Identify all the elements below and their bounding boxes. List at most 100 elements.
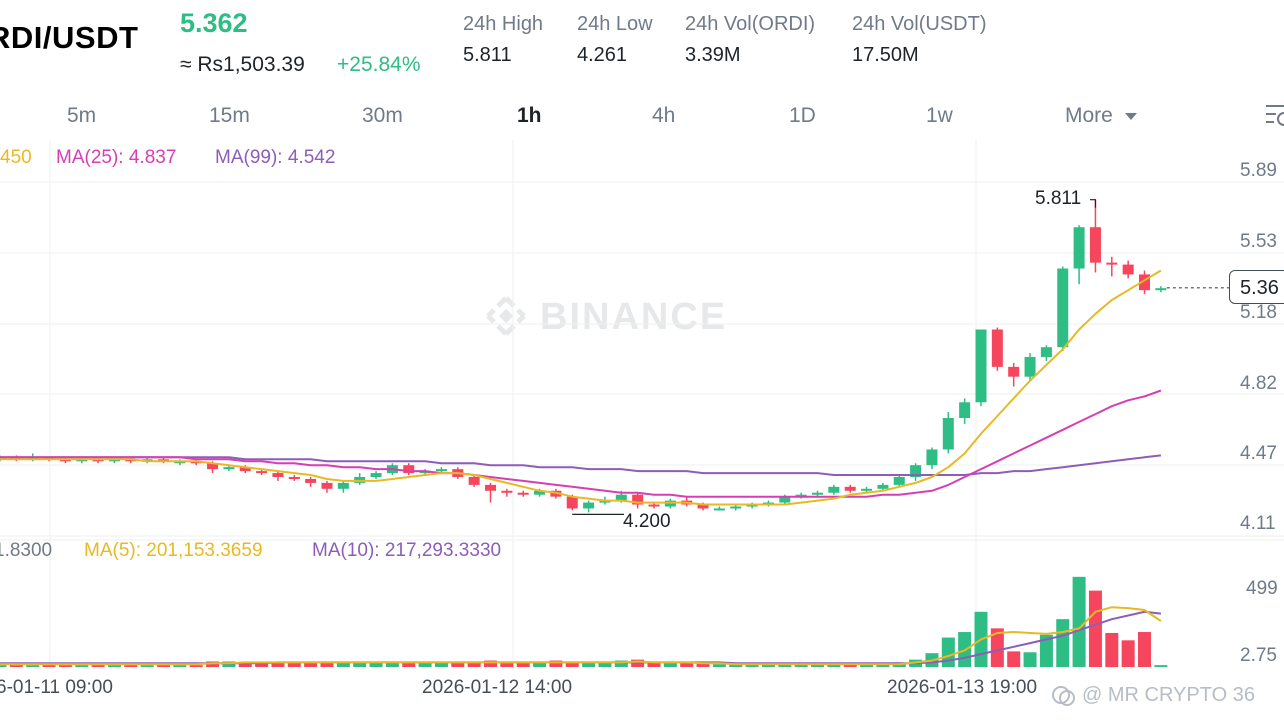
tab-1d[interactable]: 1D xyxy=(789,104,816,127)
candle-body xyxy=(1139,274,1150,291)
candle-body xyxy=(370,473,382,477)
volume-axis-label: 2.75 xyxy=(1240,645,1277,666)
price-axis-label: 5.18 xyxy=(1240,302,1277,323)
volume-bar xyxy=(794,664,808,667)
chart-settings-icon[interactable] xyxy=(1262,102,1284,130)
candle-body xyxy=(599,500,611,503)
volume-bar xyxy=(582,662,596,667)
volume-bar xyxy=(516,663,530,667)
tab-1h[interactable]: 1h xyxy=(517,104,542,127)
volume-bar xyxy=(304,662,318,667)
volume-bar xyxy=(1121,640,1135,667)
tab-15m[interactable]: 15m xyxy=(209,104,250,127)
volume-bar xyxy=(1056,619,1070,667)
volume-bar xyxy=(91,665,105,667)
volume-ma5-value: MA(5): 201,153.3659 xyxy=(84,540,263,561)
volume-bar xyxy=(941,637,955,667)
trading-pair-title[interactable]: RDI/USDT xyxy=(0,20,139,55)
volume-bar xyxy=(1105,632,1119,667)
volume-bar xyxy=(1023,652,1037,667)
watermark-text: BINANCE xyxy=(540,296,728,338)
volume-bar xyxy=(484,660,497,667)
candle-body xyxy=(1040,347,1052,358)
volume-bar xyxy=(990,628,1004,667)
candle-body xyxy=(1106,262,1118,265)
stat-24h-low-label: 24h Low xyxy=(577,13,653,35)
volume-bar xyxy=(467,662,481,667)
volume-bar xyxy=(451,662,465,667)
candle-body xyxy=(1057,268,1069,348)
volume-bar xyxy=(9,665,23,667)
stat-24h-vol-quote-label: 24h Vol(USDT) xyxy=(852,13,987,35)
tab-30m[interactable]: 30m xyxy=(362,104,403,127)
volume-bar xyxy=(157,665,170,667)
volume-bar xyxy=(385,661,399,667)
high-marker-label: 5.811 xyxy=(1035,188,1082,209)
volume-bar xyxy=(647,662,661,667)
volume-bar xyxy=(1072,576,1086,667)
ma7-value: 450 xyxy=(0,147,32,168)
volume-bar xyxy=(1138,632,1151,667)
candle-body xyxy=(877,484,889,489)
volume-bar xyxy=(712,664,726,667)
ma7-line xyxy=(0,269,1162,506)
volume-bar xyxy=(58,665,72,667)
fiat-price: ≈ Rs1,503.39 xyxy=(180,53,305,76)
candle-body xyxy=(632,494,644,505)
volume-bar xyxy=(271,661,285,667)
candle-body xyxy=(893,477,905,485)
candle-body xyxy=(942,418,954,450)
time-axis-label: 2026-01-12 14:00 xyxy=(422,677,573,698)
candle-body xyxy=(403,465,415,474)
candle-body xyxy=(305,478,317,483)
price-axis-label: 4.11 xyxy=(1240,513,1276,534)
candle-body xyxy=(991,329,1003,367)
volume-bar xyxy=(745,664,759,667)
candle-body xyxy=(1073,227,1085,269)
candle-body xyxy=(730,506,742,509)
volume-bar xyxy=(843,664,857,667)
volume-bar xyxy=(107,665,121,667)
volume-bar xyxy=(26,665,40,667)
price-axis-label: 5.89 xyxy=(1240,160,1277,181)
candle-body xyxy=(910,465,922,477)
time-axis-label: 2026-01-13 19:00 xyxy=(887,677,1038,698)
candle-body xyxy=(337,482,349,489)
candle-body xyxy=(223,467,235,470)
candle-body xyxy=(615,494,627,501)
price-change-percent: +25.84% xyxy=(337,53,421,76)
volume-bar xyxy=(434,662,448,667)
candle-body xyxy=(485,484,496,491)
volume-ma10-value: MA(10): 217,293.3330 xyxy=(312,540,502,561)
volume-bar xyxy=(500,662,514,667)
volume-axis-label: 499 xyxy=(1246,578,1278,599)
volume-bar xyxy=(614,660,628,667)
candle-body xyxy=(812,492,823,495)
tab-more-label: More xyxy=(1065,104,1113,127)
volume-bar xyxy=(680,663,694,667)
tab-4h[interactable]: 4h xyxy=(652,104,676,127)
candle-body xyxy=(256,471,268,474)
candle-body xyxy=(828,486,840,493)
candle-body xyxy=(697,504,709,509)
volume-bar xyxy=(1007,651,1021,667)
tab-more[interactable]: More xyxy=(1065,104,1137,128)
volume-bar xyxy=(533,662,547,667)
tab-5m[interactable]: 5m xyxy=(67,104,97,127)
volume-bar xyxy=(353,662,367,667)
volume-bar xyxy=(1039,634,1053,667)
candle-body xyxy=(468,477,480,485)
volume-bar xyxy=(418,662,432,667)
stat-24h-high-value: 5.811 xyxy=(463,44,512,66)
time-axis-label: 6-01-11 09:00 xyxy=(0,677,113,698)
candle-body xyxy=(861,488,873,491)
stat-24h-vol-quote-value: 17.50M xyxy=(852,44,919,66)
tab-1w[interactable]: 1w xyxy=(926,104,953,127)
candle-body xyxy=(746,504,758,507)
low-marker-label: 4.200 xyxy=(623,511,671,532)
current-price-tag: 5.36 xyxy=(1229,270,1284,304)
volume-bar xyxy=(75,665,89,667)
candle-body xyxy=(501,490,513,493)
volume-bar xyxy=(287,662,301,667)
